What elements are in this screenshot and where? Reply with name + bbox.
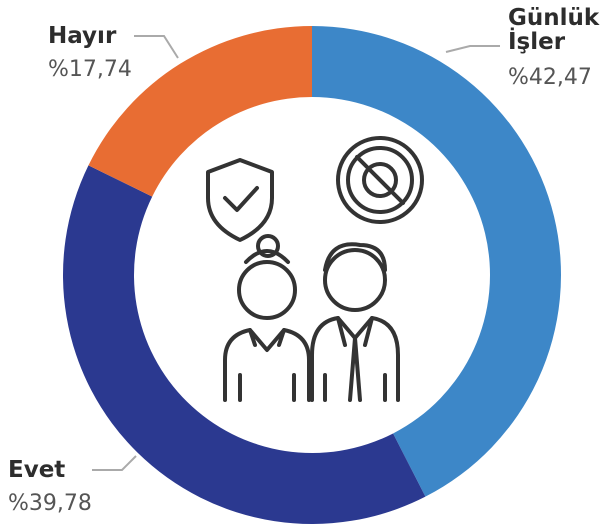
slices xyxy=(63,26,561,524)
value-label: %39,78 xyxy=(8,491,92,516)
leader-line xyxy=(92,455,137,471)
slice xyxy=(312,26,561,497)
leader-line xyxy=(445,45,500,53)
icons xyxy=(206,136,424,402)
value-label: %42,47 xyxy=(508,65,592,90)
slice-label: Hayır xyxy=(48,23,117,49)
slice xyxy=(63,165,426,524)
slice-label: Evet xyxy=(8,457,66,483)
slice xyxy=(88,26,312,197)
slice-label: Günlük İşler xyxy=(508,5,600,55)
leader-line xyxy=(134,35,179,59)
value-label: %17,74 xyxy=(48,57,132,82)
leader-lines xyxy=(92,35,500,471)
